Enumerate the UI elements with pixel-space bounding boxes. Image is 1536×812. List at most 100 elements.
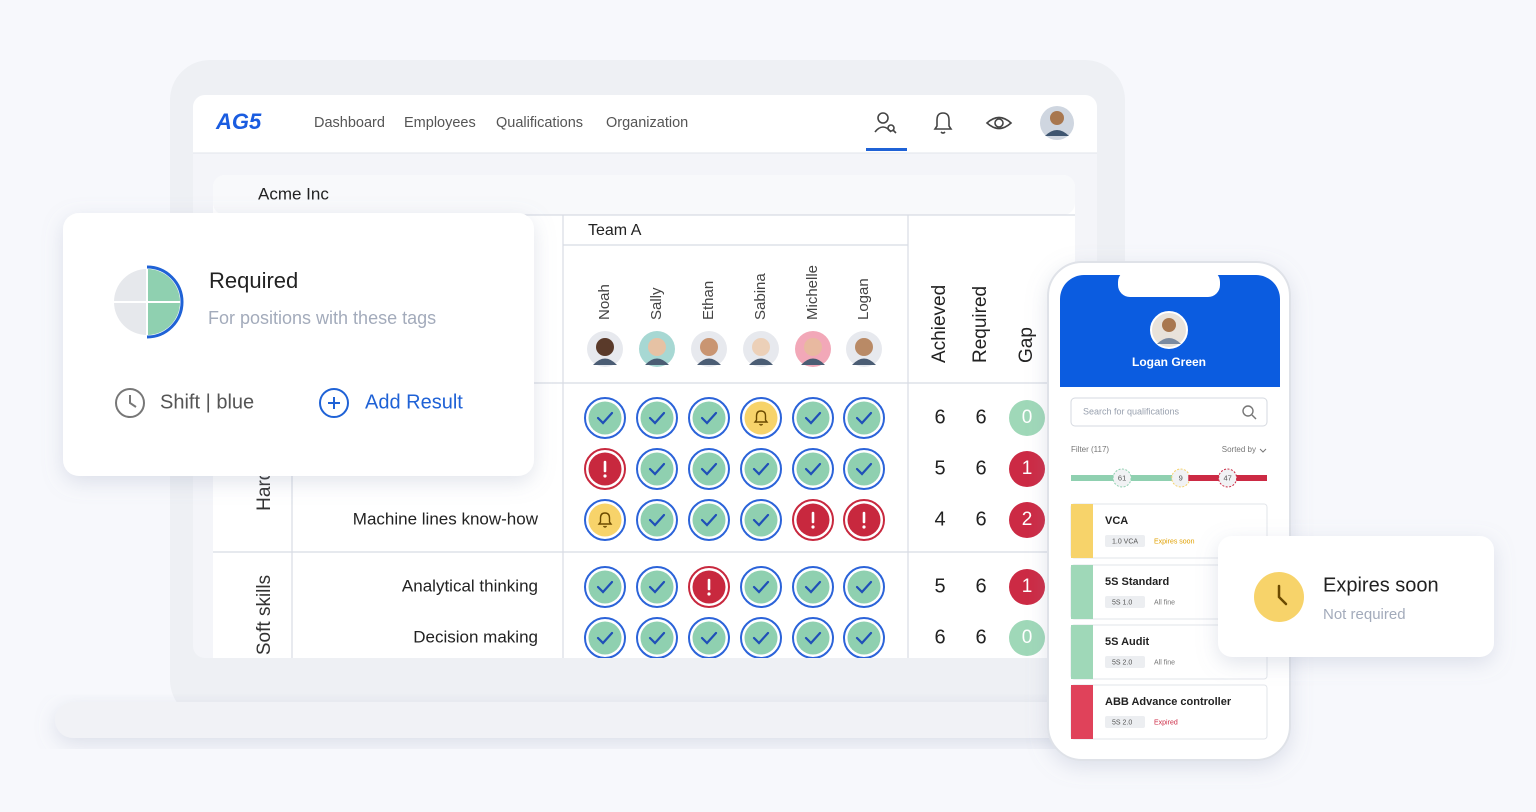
item-tag-bg xyxy=(1105,535,1145,547)
summary-header: Achieved xyxy=(929,285,950,363)
item-strip xyxy=(1071,685,1093,739)
status-ok[interactable] xyxy=(843,448,885,490)
status-ok[interactable] xyxy=(636,499,678,541)
status-ok[interactable] xyxy=(688,499,730,541)
employee-avatar xyxy=(639,331,675,367)
laptop-base xyxy=(55,702,1180,738)
required-count: 6 xyxy=(975,508,986,530)
status-ok[interactable] xyxy=(792,617,834,658)
filter-label[interactable]: Filter (117) xyxy=(1071,445,1109,454)
status-fill xyxy=(796,570,830,604)
status-ok[interactable] xyxy=(792,448,834,490)
item-tag-bg xyxy=(1105,716,1145,728)
gap-count: 1 xyxy=(1022,458,1033,479)
qualification-item[interactable]: VCA 1.0 VCA Expires soon xyxy=(1070,503,1268,559)
status-ok[interactable] xyxy=(740,566,782,608)
status-fill xyxy=(744,452,778,486)
achieved-count: 5 xyxy=(934,575,945,597)
item-tag: 5S 2.0 xyxy=(1112,719,1132,726)
status-ok[interactable] xyxy=(636,566,678,608)
employee-avatar xyxy=(587,331,623,367)
qualification-item[interactable]: ABB Advance controller 5S 2.0 Expired xyxy=(1070,684,1268,740)
nav-link[interactable]: Dashboard xyxy=(314,115,385,131)
company-name: Acme Inc xyxy=(258,184,329,203)
gap-badge xyxy=(1009,620,1045,656)
nav-link[interactable]: Organization xyxy=(606,115,688,131)
status-fill xyxy=(640,401,674,435)
phone-avatar xyxy=(1150,311,1188,349)
status-ok[interactable] xyxy=(584,566,626,608)
status-ok[interactable] xyxy=(584,397,626,439)
status-fill xyxy=(847,570,881,604)
avatar-body xyxy=(645,358,669,365)
status-fill xyxy=(588,503,622,537)
add-result-button[interactable]: Add Result xyxy=(365,391,463,413)
status-ok[interactable] xyxy=(740,617,782,658)
status-ok[interactable] xyxy=(740,448,782,490)
status-error[interactable] xyxy=(843,499,885,541)
status-ok[interactable] xyxy=(792,566,834,608)
nav-link[interactable]: Qualifications xyxy=(496,115,583,131)
status-error[interactable] xyxy=(792,499,834,541)
people-search-icon[interactable] xyxy=(874,112,897,134)
phone-user-name: Logan Green xyxy=(1132,355,1206,369)
status-fill xyxy=(640,452,674,486)
user-avatar[interactable] xyxy=(1040,106,1074,140)
avatar-body xyxy=(593,358,617,365)
logo[interactable]: AG5 xyxy=(215,109,262,134)
status-ok[interactable] xyxy=(636,448,678,490)
item-status: Expires soon xyxy=(1154,538,1195,545)
status-ok[interactable] xyxy=(740,499,782,541)
status-ok[interactable] xyxy=(792,397,834,439)
avatar-face xyxy=(752,338,770,356)
status-ok[interactable] xyxy=(688,448,730,490)
phone: Logan Green Search for qualifications Fi… xyxy=(1047,261,1291,761)
achieved-count: 6 xyxy=(934,406,945,428)
gap-badge xyxy=(1009,502,1045,538)
gap-count: 2 xyxy=(1022,509,1033,530)
bell xyxy=(753,410,769,426)
status-ok[interactable] xyxy=(843,397,885,439)
status-ok[interactable] xyxy=(636,617,678,658)
gap-count: 0 xyxy=(1022,627,1033,648)
status-error[interactable] xyxy=(584,448,626,490)
exclaim-dot xyxy=(707,592,711,596)
check xyxy=(700,411,718,425)
nav-link[interactable]: Employees xyxy=(404,115,476,131)
avatar-body xyxy=(749,358,773,365)
status-fill xyxy=(847,452,881,486)
eye-icon[interactable] xyxy=(985,116,1013,130)
check xyxy=(804,580,822,594)
qualification-list: VCA 1.0 VCA Expires soon 5S Standard 5S 1.0 A… xyxy=(1070,503,1268,740)
status-warn[interactable] xyxy=(584,499,626,541)
status-fill xyxy=(692,401,726,435)
check xyxy=(752,462,770,476)
status-ok[interactable] xyxy=(688,397,730,439)
status-warn[interactable] xyxy=(740,397,782,439)
status-ok[interactable] xyxy=(843,566,885,608)
add-icon[interactable] xyxy=(319,388,349,418)
employee-avatar xyxy=(691,331,727,367)
check xyxy=(648,580,666,594)
item-tag: 5S 1.0 xyxy=(1112,599,1132,606)
status-fill xyxy=(588,570,622,604)
status-ok[interactable] xyxy=(584,617,626,658)
required-count: 6 xyxy=(975,626,986,648)
clock-icon xyxy=(115,388,145,418)
item-title: ABB Advance controller xyxy=(1105,696,1232,708)
bell-icon[interactable] xyxy=(933,112,953,134)
status-error[interactable] xyxy=(688,566,730,608)
status-ok[interactable] xyxy=(688,617,730,658)
toast-subtitle: Not required xyxy=(1323,606,1406,623)
status-ok[interactable] xyxy=(843,617,885,658)
search-box[interactable] xyxy=(1070,397,1268,427)
gap-count: 0 xyxy=(1022,407,1033,428)
status-ok[interactable] xyxy=(636,397,678,439)
summary-header: Gap xyxy=(1016,327,1037,363)
search-icon xyxy=(1242,405,1257,420)
employee-name: Noah xyxy=(596,284,613,320)
check xyxy=(752,580,770,594)
sort-label[interactable]: Sorted by xyxy=(1222,445,1256,454)
